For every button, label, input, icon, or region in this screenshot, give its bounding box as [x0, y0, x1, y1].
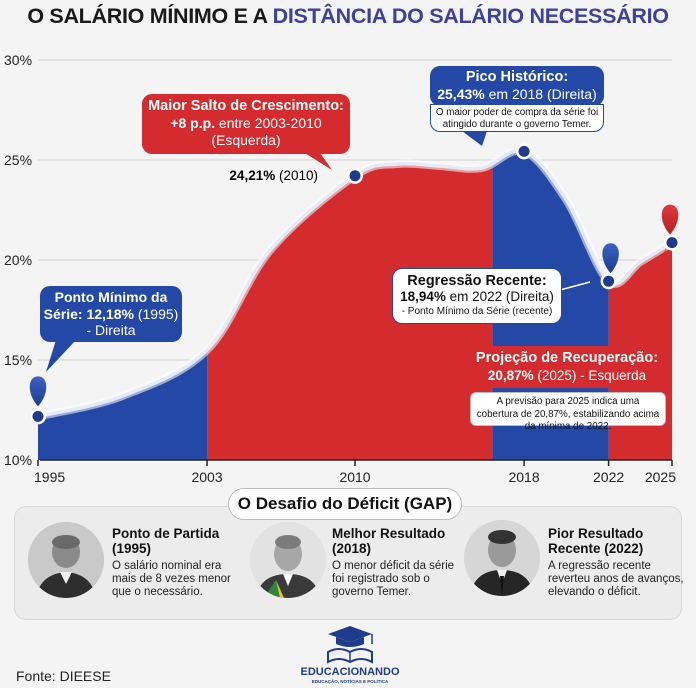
y-tick-label: 30% — [4, 52, 32, 68]
gap-panel — [14, 506, 682, 620]
minimo-line2-rest: (1995) — [133, 305, 179, 322]
portrait-1-icon — [28, 522, 104, 598]
minimo-line3: - Direita — [86, 322, 136, 338]
gap-item-2-desc-line: O menor déficit da série — [332, 560, 455, 572]
pointer-minimo — [46, 340, 76, 372]
regressao-line2-bold: 18,94% — [400, 289, 446, 304]
callout-ponto-minimo: Ponto Mínimo da Série: 12,18% (1995) - D… — [40, 286, 182, 342]
portrait-3-icon — [464, 520, 540, 596]
y-tick-label: 20% — [4, 252, 32, 268]
data-marker — [518, 145, 530, 157]
label-2010: 24,21% (2010) — [229, 168, 318, 183]
page-title: O SALÁRIO MÍNIMO E A DISTÂNCIA DO SALÁRI… — [0, 4, 696, 29]
salto-title: Maior Salto de Crescimento: — [148, 98, 344, 114]
y-tick-label: 15% — [4, 352, 32, 368]
minimo-line2-bold: Série: 12,18% — [43, 305, 134, 322]
gap-item-3-desc-line: A regressão recente — [548, 560, 651, 572]
logo-name: EDUCACIONANDO — [300, 666, 400, 678]
gap-title: O Desafio do Déficit (GAP) — [228, 488, 462, 520]
data-marker — [349, 170, 361, 182]
title-part-1: O SALÁRIO MÍNIMO E A — [27, 4, 273, 28]
title-part-2: DISTÂNCIA DO SALÁRIO NECESSÁRIO — [272, 4, 669, 28]
pin-2025 — [661, 204, 679, 235]
gap-item-3-title1: Pior Resultado — [548, 526, 644, 541]
y-tick-label: 10% — [4, 452, 32, 468]
avatar-person-1995 — [28, 522, 104, 598]
portrait-2-icon — [250, 522, 326, 598]
gap-item-2-title2: (2018) — [332, 541, 372, 556]
series-line — [37, 148, 673, 419]
gap-item-1-desc: O salário nominal era mais de 8 vezes me… — [112, 560, 231, 599]
regressao-title: Regressão Recente: — [407, 273, 547, 289]
source-footer: Fonte: DIEESE — [16, 668, 111, 684]
pico-line2-rest: em 2018 (Direita) — [484, 86, 597, 102]
pointer-regressao-line — [559, 281, 591, 291]
avatar-person-2022 — [464, 520, 540, 596]
minimo-line1: Ponto Mínimo da — [54, 289, 168, 305]
data-markers — [30, 143, 680, 425]
y-tick-label: 25% — [4, 152, 32, 168]
x-tick-label: 2010 — [339, 469, 370, 485]
data-marker — [666, 237, 678, 249]
gap-item-1-title1: Ponto de Partida — [112, 526, 220, 541]
y-axis-ticks: 10% 15% 20% 25% 30% — [4, 52, 32, 468]
pointer-pico — [458, 128, 488, 146]
salto-line2-rest: entre 2003-2010 — [215, 115, 322, 131]
logo-tagline: EDUCAÇÃO, NOTÍCIAS E POLÍTICA — [311, 679, 389, 684]
callout-pico-historico: Pico Histórico: 25,43% em 2018 (Direita) — [430, 66, 604, 106]
projecao-line2-rest: (2025) - Esquerda — [533, 368, 647, 383]
pico-desc: O maior poder de compra da série foi ati… — [435, 107, 599, 130]
callout-pico-desc: O maior poder de compra da série foi ati… — [430, 104, 604, 132]
gap-item-3-title2: Recente (2022) — [548, 541, 644, 556]
gap-item-3-desc: A regressão recente reverteu anos de ava… — [548, 560, 684, 599]
gap-item-1-desc-line: mais de 8 vezes menor — [112, 573, 231, 585]
gap-item-2-title: Melhor Resultado (2018) — [332, 526, 445, 556]
x-tick-label: 1995 — [34, 469, 65, 485]
gap-item-1-desc-line: que o necessário. — [112, 586, 203, 598]
x-tick-label: 2003 — [191, 469, 222, 485]
projecao-line2-bold: 20,87% — [487, 368, 534, 383]
data-marker — [32, 410, 44, 422]
x-tick-label: 2022 — [593, 469, 624, 485]
pointer-projecao — [630, 248, 666, 346]
minimo-line2: Série: 12,18% (1995) — [40, 306, 182, 323]
regressao-desc: - Ponto Mínimo da Série (recente) — [401, 306, 553, 317]
gap-item-2-desc-line: governo Temer. — [332, 586, 412, 598]
pico-line2-bold: 25,43% — [437, 86, 485, 102]
pico-line2: 25,43% em 2018 (Direita) — [430, 86, 604, 103]
callout-projecao-desc: A previsão para 2025 indica uma cobertur… — [470, 392, 666, 432]
salto-line2-bold: +8 p.p. — [170, 115, 216, 131]
gap-item-2-title1: Melhor Resultado — [332, 526, 446, 541]
x-tick-label: 2018 — [508, 469, 539, 485]
gap-item-3-desc-line: elevando o déficit. — [548, 586, 641, 598]
pico-title: Pico Histórico: — [465, 69, 569, 85]
graduation-cap-book-icon — [327, 626, 373, 664]
gap-item-3-desc-line: reverteu anos de avanços, — [548, 573, 684, 585]
pin-1995 — [29, 376, 47, 407]
callout-regressao-recente: Regressão Recente: 18,94% em 2022 (Direi… — [392, 268, 562, 324]
data-marker — [603, 275, 615, 287]
gap-item-2-desc-line: foi registrado sob o — [332, 573, 430, 585]
pin-2022 — [602, 243, 619, 274]
gap-item-1-title: Ponto de Partida (1995) — [112, 526, 219, 556]
projecao-desc: A previsão para 2025 indica uma cobertur… — [476, 396, 660, 432]
location-pins — [29, 204, 679, 407]
salto-line3: (Esquerda) — [211, 132, 281, 148]
avatar-person-2018 — [250, 522, 326, 598]
regressao-line2-rest: em 2022 (Direita) — [445, 289, 554, 304]
projecao-title: Projeção de Recuperação: — [475, 350, 659, 366]
gap-item-3-title: Pior Resultado Recente (2022) — [548, 526, 643, 556]
gap-item-1-desc-line: O salário nominal era — [112, 560, 222, 572]
x-tick-label: 2025 — [645, 469, 676, 485]
regressao-line2: 18,94% em 2022 (Direita) — [393, 289, 561, 305]
callout-maior-salto: Maior Salto de Crescimento: +8 p.p. entr… — [142, 94, 350, 154]
projecao-line2: 20,87% (2025) - Esquerda — [466, 367, 668, 384]
gap-item-1-title2: (1995) — [112, 541, 152, 556]
pointer-salto — [300, 150, 332, 170]
x-axis-ticks: 1995 2003 2010 2018 2022 2025 — [34, 460, 676, 485]
gap-item-2-desc: O menor déficit da série foi registrado … — [332, 560, 454, 599]
salto-line2: +8 p.p. entre 2003-2010 — [142, 115, 350, 132]
callout-projecao: Projeção de Recuperação: 20,87% (2025) -… — [466, 346, 668, 388]
